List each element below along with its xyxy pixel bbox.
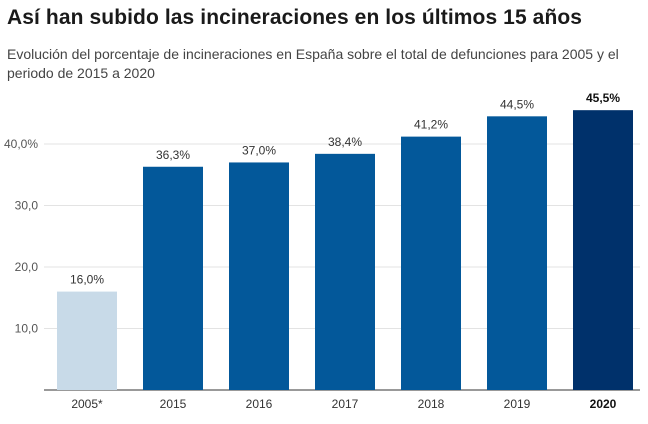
x-tick-label: 2019 — [504, 397, 531, 411]
x-tick-label: 2015 — [160, 397, 187, 411]
bar-2005 — [57, 291, 117, 390]
bar-2019 — [487, 116, 547, 390]
x-tick-label: 2017 — [332, 397, 359, 411]
bar-2016 — [229, 162, 289, 390]
y-tick-label: 40,0% — [4, 137, 38, 151]
data-label: 36,3% — [156, 148, 190, 162]
y-tick-label: 20,0 — [15, 260, 39, 274]
data-label: 41,2% — [414, 118, 448, 132]
x-tick-label: 2020 — [590, 397, 617, 411]
x-tick-label: 2016 — [246, 397, 273, 411]
data-label: 37,0% — [242, 143, 276, 157]
bar-2017 — [315, 153, 375, 390]
data-label: 16,0% — [70, 273, 104, 287]
x-tick-label: 2018 — [418, 397, 445, 411]
bar-2015 — [143, 166, 203, 390]
data-label: 38,4% — [328, 135, 362, 149]
y-tick-label: 10,0 — [15, 322, 39, 336]
y-tick-label: 30,0 — [15, 199, 39, 213]
data-label: 44,5% — [500, 97, 534, 111]
chart-title: Así han subido las incineraciones en los… — [7, 6, 583, 29]
data-label: 45,5% — [586, 91, 620, 105]
chart-subtitle: Evolución del porcentaje de incineracion… — [7, 46, 619, 81]
x-tick-label: 2005* — [71, 397, 103, 411]
bar-2018 — [401, 136, 461, 390]
bar-2020 — [573, 110, 633, 391]
